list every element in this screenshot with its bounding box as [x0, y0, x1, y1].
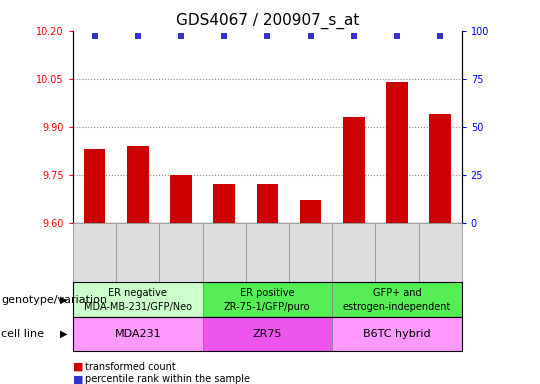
- Text: B6TC hybrid: B6TC hybrid: [363, 329, 431, 339]
- Text: genotype/variation: genotype/variation: [1, 295, 107, 305]
- Bar: [73, 282, 202, 317]
- Text: GFP+ and: GFP+ and: [373, 288, 421, 298]
- Text: ▶: ▶: [60, 329, 68, 339]
- Bar: [202, 282, 332, 317]
- Text: cell line: cell line: [1, 329, 44, 339]
- Bar: [343, 117, 364, 223]
- Bar: [256, 184, 278, 223]
- Bar: [170, 175, 192, 223]
- Bar: [429, 114, 451, 223]
- Bar: [300, 200, 321, 223]
- Bar: [73, 317, 202, 351]
- Text: ER positive: ER positive: [240, 288, 294, 298]
- Text: ZR75: ZR75: [253, 329, 282, 339]
- Text: estrogen-independent: estrogen-independent: [343, 302, 451, 312]
- Text: ▶: ▶: [60, 295, 68, 305]
- Bar: [202, 317, 332, 351]
- Title: GDS4067 / 200907_s_at: GDS4067 / 200907_s_at: [176, 13, 359, 29]
- Bar: [213, 184, 235, 223]
- Text: MDA231: MDA231: [114, 329, 161, 339]
- Text: transformed count: transformed count: [85, 362, 176, 372]
- Bar: [386, 82, 408, 223]
- Text: MDA-MB-231/GFP/Neo: MDA-MB-231/GFP/Neo: [84, 302, 192, 312]
- Text: ■: ■: [73, 374, 83, 384]
- Text: ZR-75-1/GFP/puro: ZR-75-1/GFP/puro: [224, 302, 310, 312]
- Bar: [332, 317, 462, 351]
- Text: percentile rank within the sample: percentile rank within the sample: [85, 374, 251, 384]
- Bar: [84, 149, 105, 223]
- Text: ER negative: ER negative: [108, 288, 167, 298]
- Text: ■: ■: [73, 362, 83, 372]
- Bar: [127, 146, 148, 223]
- Bar: [332, 282, 462, 317]
